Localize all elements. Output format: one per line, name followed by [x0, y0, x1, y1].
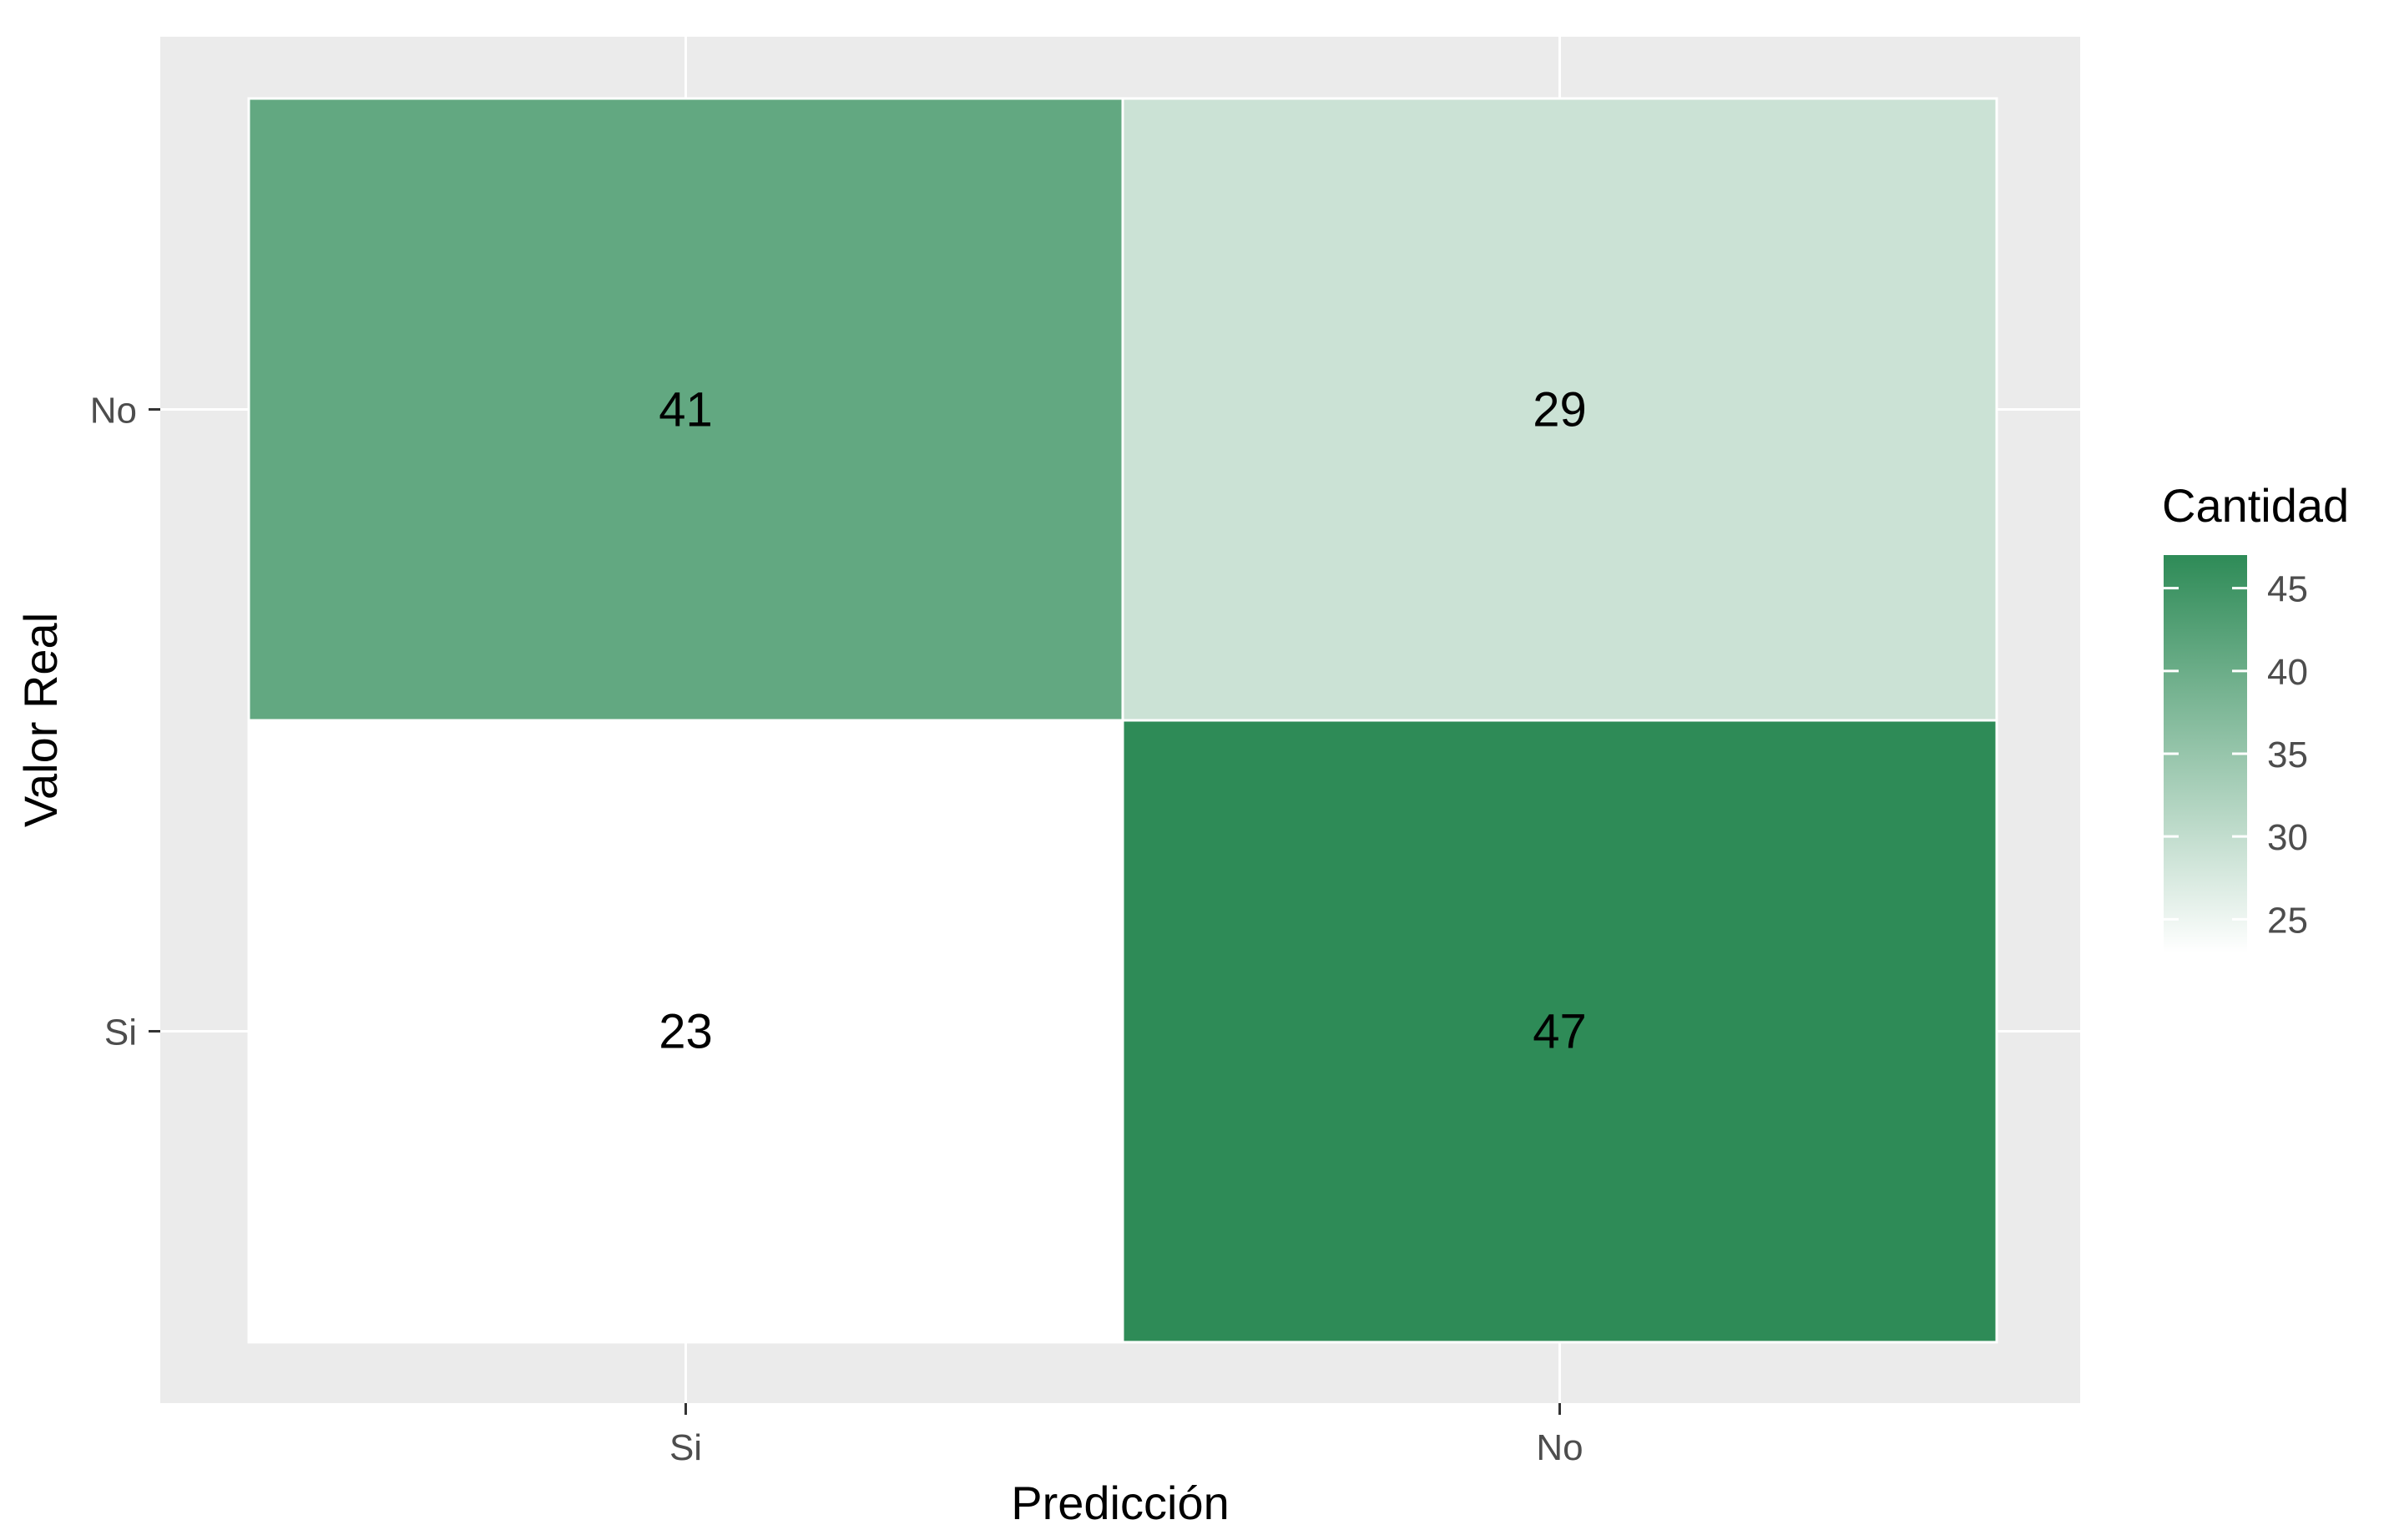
x-tick-label: Si [669, 1427, 702, 1468]
legend-tick-label: 30 [2267, 817, 2308, 858]
y-tick-label: No [90, 391, 137, 432]
heatmap-cell [1121, 719, 1998, 1344]
y-axis-title: Valor Real [14, 613, 67, 827]
heatmap-cell [247, 719, 1124, 1344]
y-tick-label: Si [104, 1012, 137, 1053]
cell-value-label: 41 [659, 383, 713, 437]
cell-value-label: 47 [1533, 1005, 1587, 1059]
y-axis: Si No [90, 391, 160, 1053]
heatmap-cell [1121, 97, 1998, 722]
legend-tick-label: 35 [2267, 735, 2308, 775]
legend-ticks: 25 30 35 40 45 [2164, 569, 2308, 941]
legend-tick-label: 25 [2267, 900, 2308, 941]
heatmap-cells [247, 97, 1998, 1344]
heatmap-cell [247, 97, 1124, 722]
legend-tick-label: 40 [2267, 652, 2308, 693]
x-axis: Si No [669, 1403, 1583, 1468]
legend-tick-label: 45 [2267, 569, 2308, 610]
x-tick-label: No [1536, 1427, 1583, 1468]
cell-value-label: 23 [659, 1005, 713, 1059]
color-legend: Cantidad 25 30 35 40 45 [2162, 479, 2349, 952]
x-axis-title: Predicción [1011, 1477, 1229, 1529]
legend-title: Cantidad [2162, 479, 2349, 532]
cell-value-label: 29 [1533, 383, 1587, 437]
cell-labels: 41 29 23 47 [659, 383, 1587, 1059]
